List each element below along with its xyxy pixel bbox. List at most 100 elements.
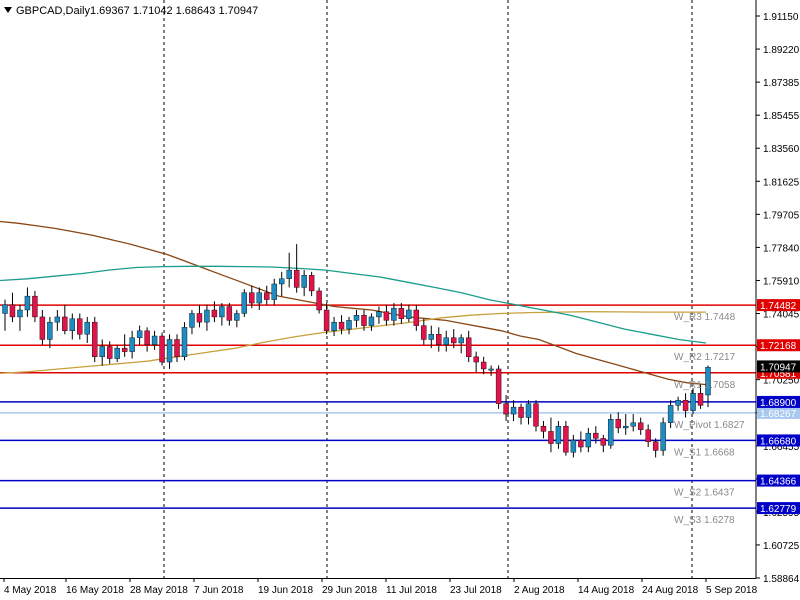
- price-tick-label: 1.83560: [763, 144, 800, 155]
- price-tick-label: 1.58864: [763, 574, 800, 585]
- price-tag-label: 1.70581: [760, 369, 797, 380]
- price-tag-label: 1.62779: [760, 504, 797, 515]
- pivot-level-lines: [0, 304, 756, 509]
- candle-bull: [129, 337, 135, 352]
- candle-bear: [540, 426, 547, 432]
- candle-bull: [54, 316, 61, 323]
- candle-bear: [308, 275, 315, 292]
- pivot-level-labels: W_R3 1.7448 W_R2 1.7217 W_R1 1.7058 W_Pivot…: [674, 312, 745, 526]
- price-tick-label: 1.87385: [763, 78, 800, 89]
- collapse-triangle-icon[interactable]: [4, 7, 12, 13]
- candle-bear: [9, 304, 16, 318]
- candle-bull: [660, 422, 666, 451]
- candle-bear: [533, 403, 539, 427]
- level-label-w_r1: W_R1 1.7058: [674, 380, 736, 391]
- candle-bull: [525, 403, 532, 418]
- candle-bear: [77, 318, 83, 335]
- time-tick-label: 14 Aug 2018: [578, 585, 635, 596]
- price-tag-box: [757, 474, 800, 487]
- level-label-w_s1: W_S1 1.6668: [674, 447, 735, 458]
- candle-bear: [62, 316, 68, 332]
- candle-bear: [316, 290, 322, 311]
- candle-bull: [234, 313, 240, 321]
- candle-bear: [398, 308, 405, 319]
- candle-bear: [615, 419, 621, 429]
- ohlc-values: 1.69367 1.71042 1.68643 1.70947: [90, 5, 258, 17]
- price-tag-box: [757, 395, 800, 408]
- candle-bear: [645, 429, 651, 443]
- candle-bear: [323, 309, 330, 332]
- level-label-w_s2: W_S2 1.6437: [674, 488, 735, 499]
- candle-bear: [548, 431, 554, 444]
- price-tick-label: 1.89220: [763, 45, 800, 56]
- time-tick-label: 4 May 2018: [4, 585, 57, 596]
- candle-bull: [219, 306, 225, 318]
- candle-bull: [181, 327, 188, 358]
- time-tick-label: 7 Jun 2018: [194, 585, 244, 596]
- candle-bear: [578, 439, 584, 448]
- candle-bull: [47, 321, 53, 340]
- candle-bull: [241, 292, 248, 314]
- price-tags: 1.74482 1.72168 1.70581 1.68267 1.66680 1.643…: [757, 299, 800, 515]
- candle-bull: [24, 295, 31, 311]
- candle-bull: [443, 337, 449, 345]
- price-tag-box: [757, 299, 800, 312]
- level-label-w_s3: W_S3 1.6278: [674, 515, 735, 526]
- price-tick-label: 1.91150: [763, 12, 799, 23]
- price-tag-label: 1.68900: [760, 398, 797, 409]
- ma-long-line: [0, 265, 707, 344]
- price-tag-label: 1.72168: [760, 341, 797, 352]
- candle-bull: [114, 347, 120, 359]
- candle-bear: [413, 309, 420, 326]
- symbol-title: GBPCAD,Daily: [16, 5, 90, 17]
- candle-bear: [480, 361, 487, 370]
- candle-bull: [17, 309, 23, 318]
- candle-bear: [682, 399, 689, 411]
- candle-bear: [436, 334, 442, 345]
- ma-mid-line: [0, 311, 706, 374]
- current-price-label: 1.70947: [760, 362, 797, 373]
- price-tick-label: 1.66455: [763, 442, 800, 453]
- time-tick-label: 2 Aug 2018: [514, 585, 565, 596]
- candle-bull: [204, 309, 210, 323]
- price-tick-label: 1.60725: [763, 541, 800, 552]
- moving-average-lines: [0, 220, 707, 386]
- candle-bear: [174, 339, 180, 358]
- time-tick-label: 19 Jun 2018: [258, 585, 313, 596]
- candle-bull: [675, 399, 681, 406]
- candle-bear: [361, 315, 367, 326]
- candle-bull: [630, 422, 636, 427]
- candle-bear: [121, 347, 128, 352]
- candle-bull: [136, 330, 143, 338]
- candle-bear: [338, 321, 345, 330]
- candle-bull: [189, 313, 195, 328]
- time-tick-label: 29 Jun 2018: [322, 585, 377, 596]
- price-tag-label: 1.66680: [760, 436, 797, 447]
- candle-bear: [503, 403, 509, 415]
- candle-bull: [690, 393, 696, 411]
- candle-bull: [623, 426, 629, 429]
- candle-bear: [383, 311, 390, 321]
- candle-bull: [391, 308, 397, 321]
- candle-bear: [159, 335, 165, 363]
- price-tag-box: [757, 339, 800, 352]
- candle-bull: [256, 292, 262, 304]
- candle-bear: [293, 269, 300, 288]
- candle-bear: [32, 295, 38, 318]
- candle-bear: [652, 441, 659, 451]
- price-tick-label: 1.74045: [763, 310, 800, 321]
- candle-bear: [421, 325, 427, 340]
- candle-bull: [428, 334, 434, 340]
- candle-bull: [510, 406, 517, 415]
- time-tick-label: 23 Jul 2018: [450, 585, 502, 596]
- candle-bull: [69, 318, 76, 332]
- candle-bull: [458, 337, 464, 344]
- price-tag-label: 1.68267: [760, 409, 797, 420]
- price-tag-box: [757, 434, 800, 447]
- price-tick-label: 1.77840: [763, 243, 800, 254]
- candle-bull: [286, 269, 292, 279]
- candle-bear: [249, 292, 255, 304]
- candle-bull: [353, 315, 360, 321]
